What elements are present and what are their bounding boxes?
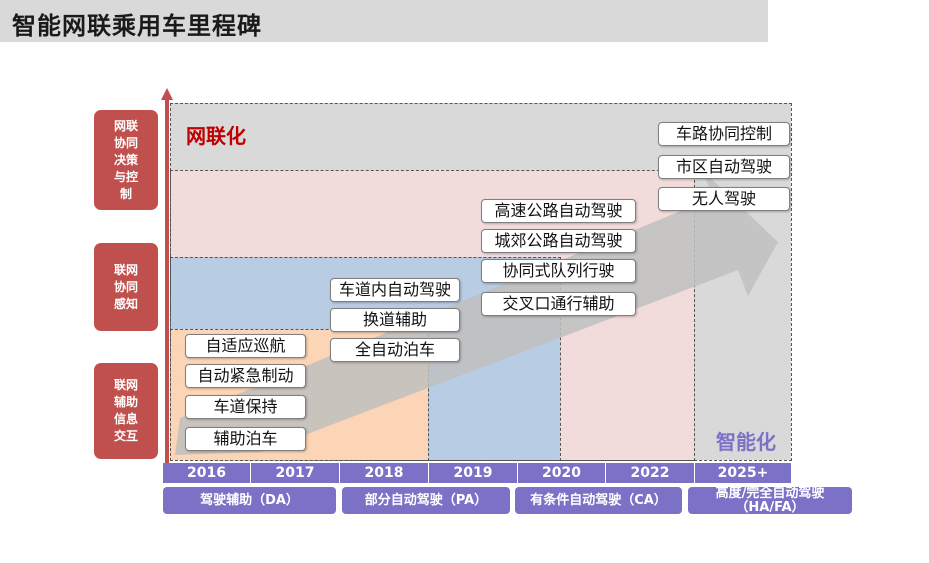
year-2018: 2018 xyxy=(340,463,429,483)
stage-hafa: 高度/完全自动驾驶（HA/FA） xyxy=(688,486,852,514)
feature-highway-driving: 高速公路自动驾驶 xyxy=(481,199,636,223)
axis-label-connected: 网联化 xyxy=(186,124,246,148)
vertical-axis-arrow-icon xyxy=(161,88,173,464)
side-label-decision-control: 网联协同决策与控制 xyxy=(94,110,158,210)
feature-driverless: 无人驾驶 xyxy=(658,187,790,211)
feature-urban-driving: 市区自动驾驶 xyxy=(658,155,790,179)
year-2020: 2020 xyxy=(518,463,606,483)
year-2017: 2017 xyxy=(251,463,340,483)
axis-label-intelligent: 智能化 xyxy=(716,430,776,454)
feature-in-lane-driving: 车道内自动驾驶 xyxy=(330,278,460,302)
title-bar: 智能网联乘用车里程碑 xyxy=(0,0,768,42)
feature-lane-keeping: 车道保持 xyxy=(185,395,306,419)
stage-da: 驾驶辅助（DA） xyxy=(163,487,336,514)
feature-intersection-assist: 交叉口通行辅助 xyxy=(481,292,636,316)
feature-v2x-control: 车路协同控制 xyxy=(658,122,790,146)
feature-auto-emergency-braking: 自动紧急制动 xyxy=(185,364,306,388)
feature-full-auto-parking: 全自动泊车 xyxy=(330,338,460,362)
feature-parking-assist: 辅助泊车 xyxy=(185,427,306,451)
page-title: 智能网联乘用车里程碑 xyxy=(12,12,262,40)
feature-lane-change-assist: 换道辅助 xyxy=(330,308,460,332)
stage-pa: 部分自动驾驶（PA） xyxy=(342,487,510,514)
side-label-info-interaction: 联网辅助信息交互 xyxy=(94,363,158,459)
stage-ca: 有条件自动驾驶（CA） xyxy=(515,487,682,514)
year-2025-plus: 2025+ xyxy=(695,463,791,483)
feature-suburban-driving: 城郊公路自动驾驶 xyxy=(481,229,636,253)
side-label-cooperative-perception: 联网协同感知 xyxy=(94,243,158,331)
feature-adaptive-cruise: 自适应巡航 xyxy=(185,334,306,358)
feature-platooning: 协同式队列行驶 xyxy=(481,259,636,283)
year-2016: 2016 xyxy=(163,463,251,483)
year-2022: 2022 xyxy=(606,463,695,483)
year-2019: 2019 xyxy=(429,463,518,483)
outline-da xyxy=(170,329,429,461)
